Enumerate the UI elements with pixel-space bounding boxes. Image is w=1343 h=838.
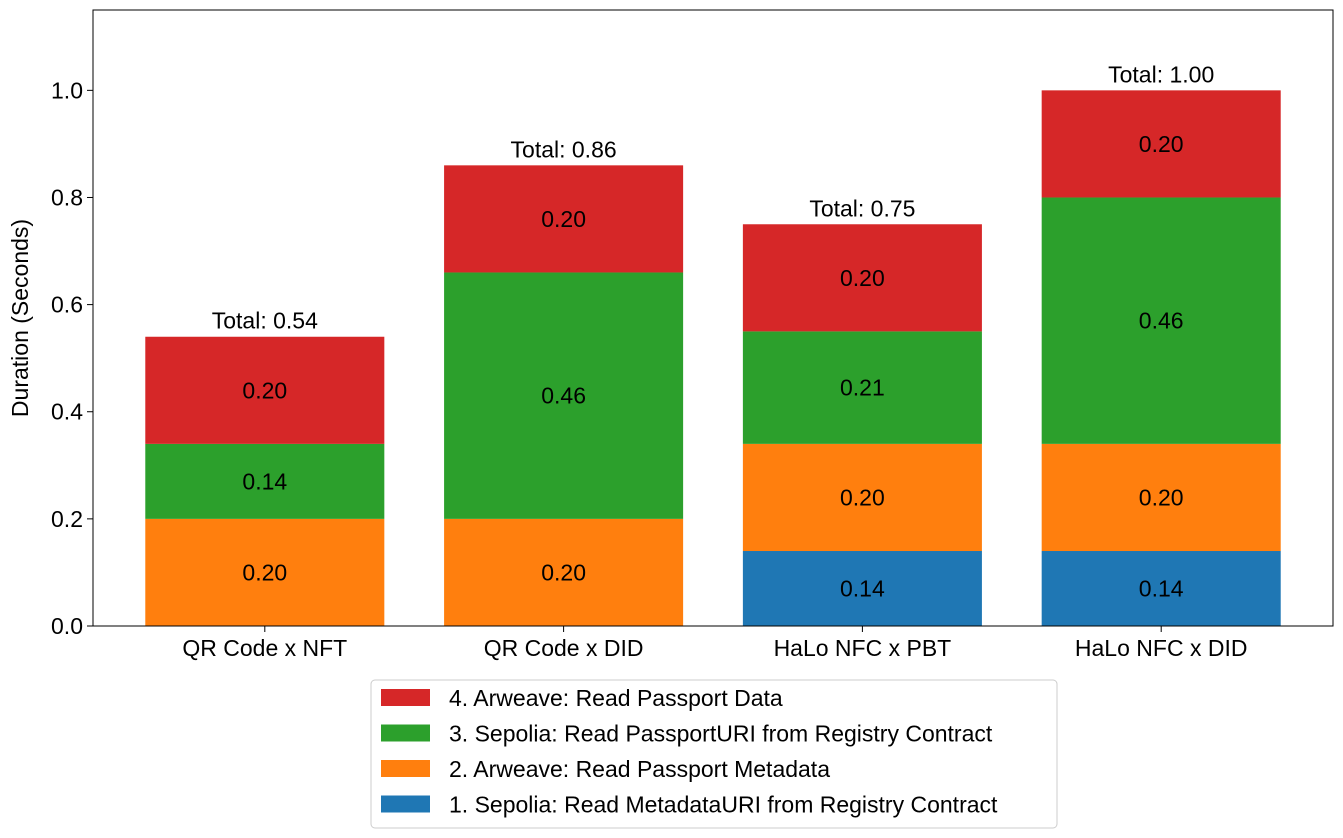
segment-value-label: 0.20 [840, 265, 885, 291]
segment-value-label: 0.20 [242, 377, 287, 403]
legend-label: 3. Sepolia: Read PassportURI from Regist… [449, 721, 993, 747]
segment-value-label: 0.20 [242, 559, 287, 585]
segment-value-label: 0.46 [1139, 308, 1184, 334]
bar-segment [145, 336, 385, 444]
bar-segment [1041, 443, 1281, 552]
segment-value-label: 0.20 [1139, 131, 1184, 157]
legend-swatch [381, 760, 430, 777]
legend-swatch [381, 689, 430, 706]
y-tick-label: 0.0 [51, 613, 83, 639]
segment-value-label: 0.20 [541, 559, 586, 585]
bar-segment [444, 518, 684, 626]
bar-segment [742, 443, 982, 552]
y-tick-label: 0.2 [51, 506, 83, 532]
legend: 4. Arweave: Read Passport Data 3. Sepolia… [370, 679, 1058, 829]
segment-value-label: 0.20 [840, 484, 885, 510]
segment-value-label: 0.14 [1139, 576, 1184, 602]
bar-segment [1041, 197, 1281, 444]
total-label: Total: 1.00 [1108, 61, 1214, 87]
segment-value-label: 0.20 [541, 206, 586, 232]
bar-segment [145, 443, 385, 519]
segment-labels-layer: 0.20 0.14 0.20 0.20 0.46 0.20 0.14 0.20 0.21 0.20… [242, 131, 1183, 602]
bar-segment [145, 518, 385, 626]
total-labels-layer: Total: 0.54 Total: 0.86 Total: 0.75 Total: … [212, 61, 1215, 333]
y-tick-label: 0.8 [51, 184, 83, 210]
total-label: Total: 0.75 [809, 195, 915, 221]
legend-label: 1. Sepolia: Read MetadataURI from Regist… [449, 792, 998, 818]
bar-segment [444, 272, 684, 519]
y-tick-label: 0.4 [51, 399, 83, 425]
x-axis: QR Code x NFT QR Code x DID HaLo NFC x PBT… [182, 626, 1247, 661]
bars-layer [145, 90, 1281, 626]
y-tick-label: 1.0 [51, 77, 83, 103]
segment-value-label: 0.21 [840, 375, 885, 401]
legend-frame [370, 679, 1058, 829]
y-axis-label: Duration (Seconds) [7, 219, 33, 417]
total-label: Total: 0.54 [212, 308, 318, 334]
legend-swatch [381, 795, 430, 813]
x-tick-label: HaLo NFC x DID [1075, 635, 1248, 661]
segment-value-label: 0.46 [541, 383, 586, 409]
total-label: Total: 0.86 [511, 136, 617, 162]
bar-segment [1041, 551, 1281, 626]
x-tick-label: QR Code x DID [484, 635, 644, 661]
bar-segment [742, 331, 982, 444]
legend-label: 2. Arweave: Read Passport Metadata [449, 756, 830, 782]
y-tick-label: 0.6 [51, 292, 83, 318]
bar-segment [742, 224, 982, 332]
segment-value-label: 0.14 [242, 468, 287, 494]
bar-segment [742, 551, 982, 626]
y-axis: 0.0 0.2 0.4 0.6 0.8 1.0 [51, 77, 93, 639]
segment-value-label: 0.14 [840, 576, 885, 602]
bar-segment [1041, 90, 1281, 198]
legend-swatch [381, 724, 430, 742]
x-tick-label: HaLo NFC x PBT [774, 635, 952, 661]
legend-label: 4. Arweave: Read Passport Data [449, 685, 783, 711]
bar-segment [444, 165, 684, 273]
x-tick-label: QR Code x NFT [182, 635, 347, 661]
segment-value-label: 0.20 [1139, 484, 1184, 510]
plot-frame [92, 9, 1334, 627]
